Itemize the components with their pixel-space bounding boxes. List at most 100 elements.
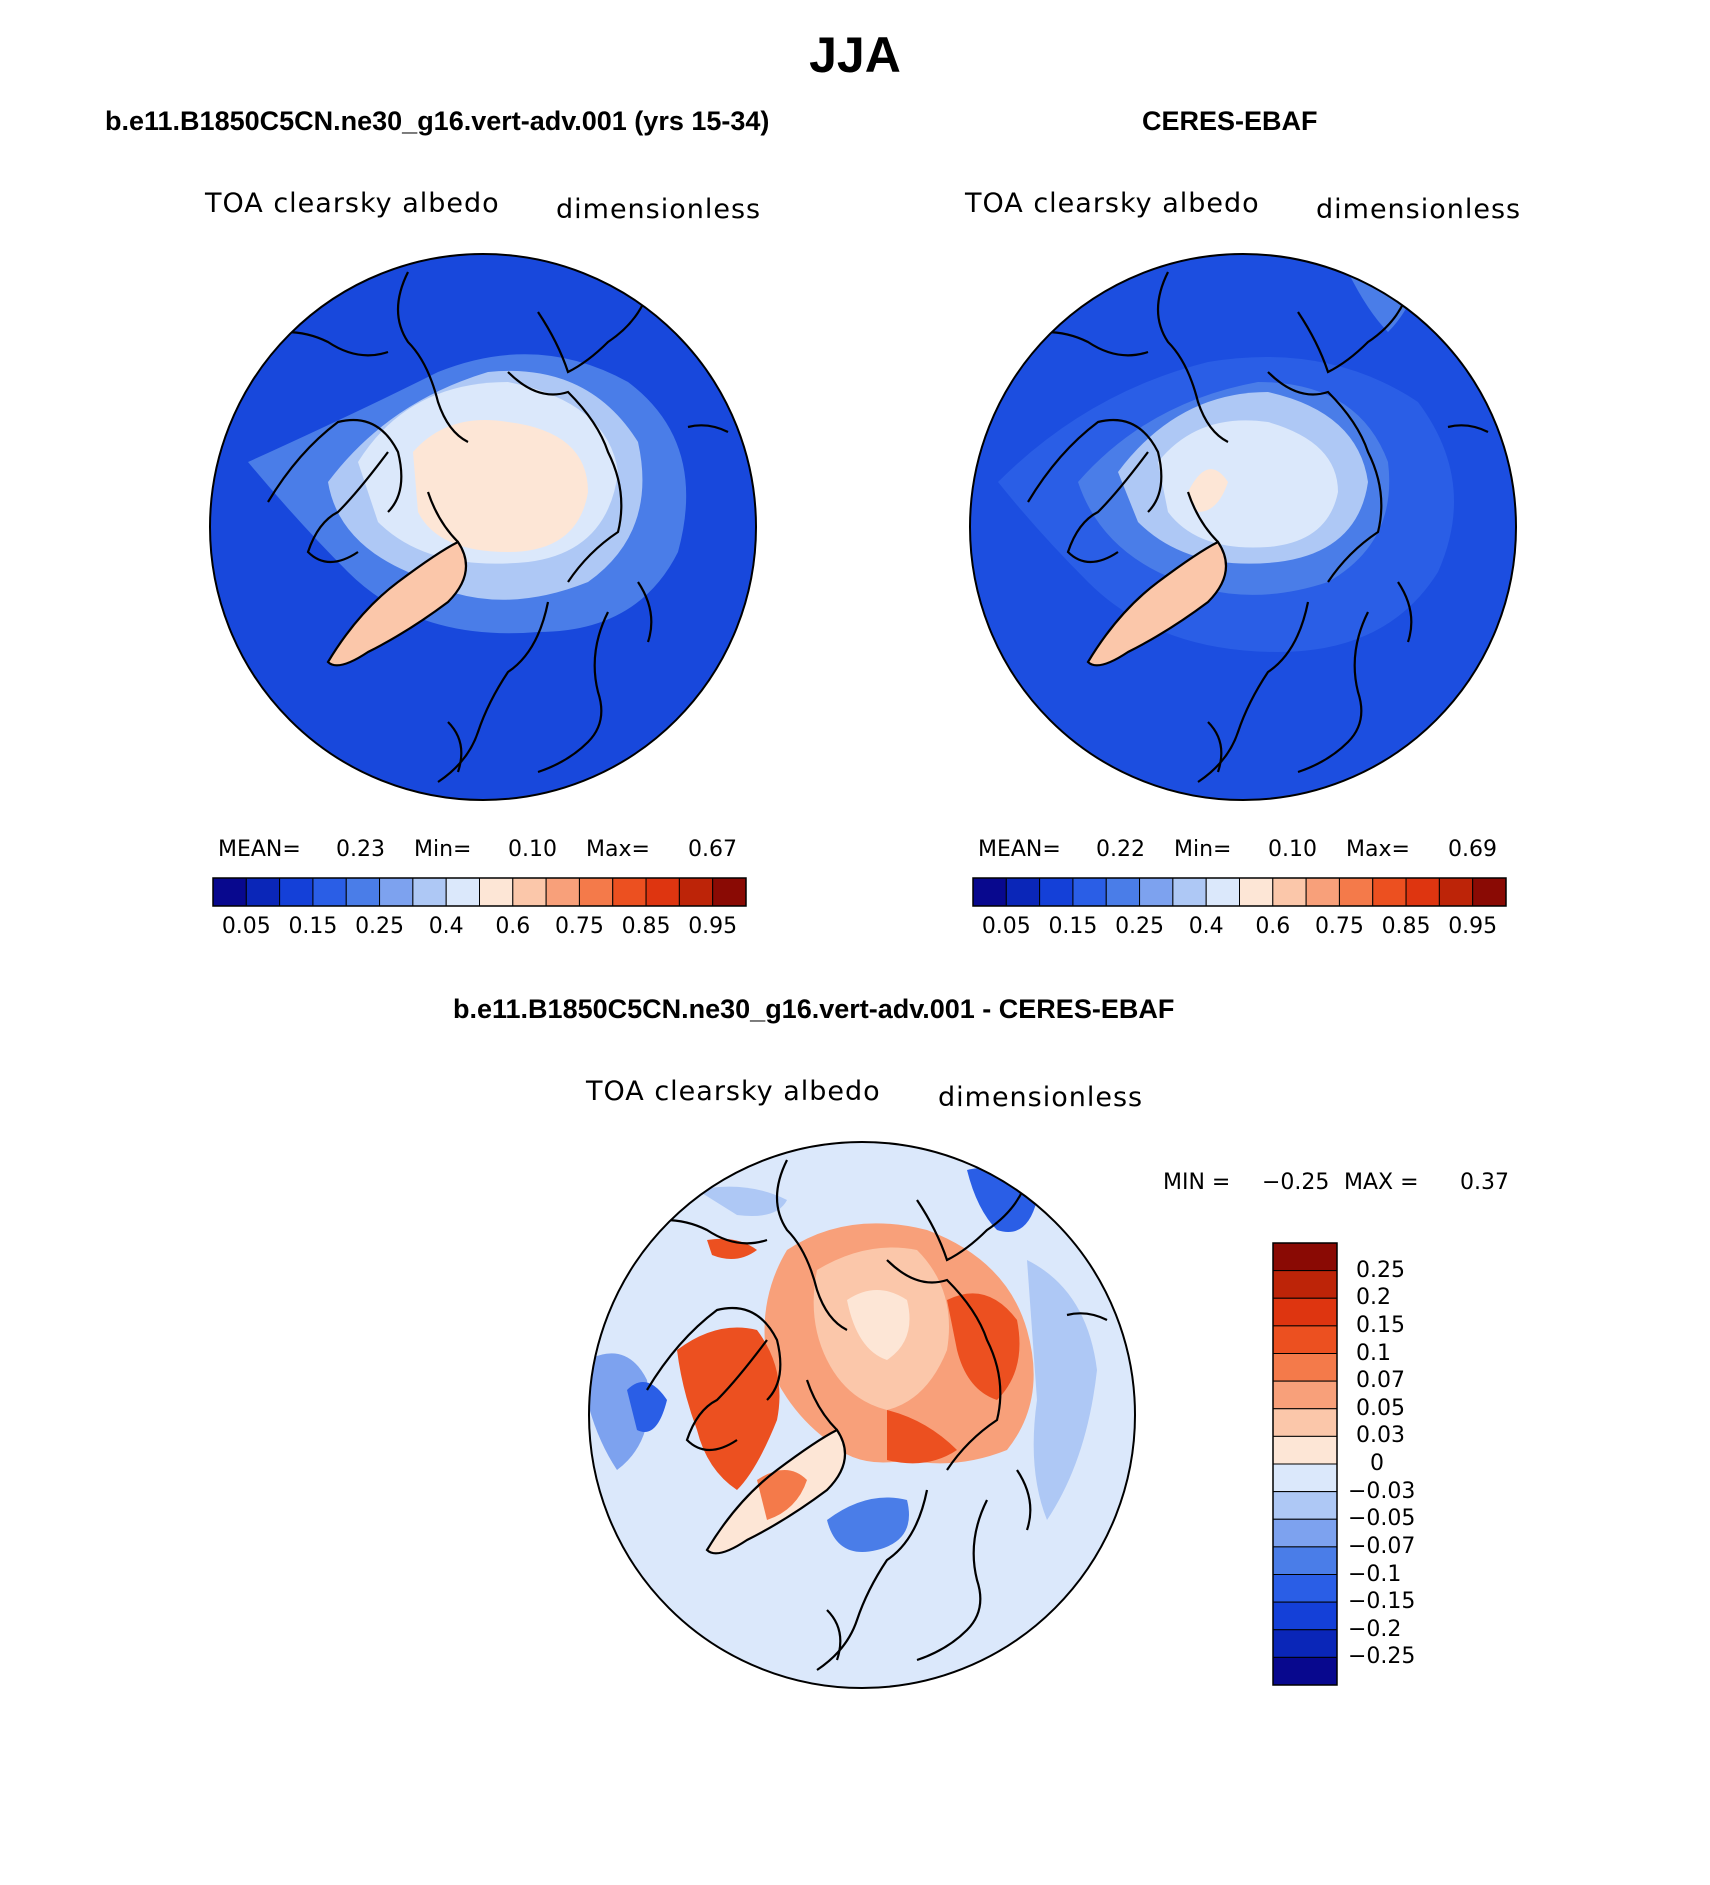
- colorbar-tick-label: 0.25: [1115, 914, 1165, 939]
- panel-2-units: dimensionless: [1316, 194, 1522, 225]
- colorbar-tick-label: 0.6: [495, 914, 531, 939]
- panel-1-units: dimensionless: [556, 194, 762, 225]
- diff-colorbar-swatch: [1272, 1546, 1338, 1575]
- colorbar-swatch: [1405, 877, 1440, 907]
- diff-colorbar-tick-label: −0.1: [1348, 1561, 1402, 1587]
- panel-1-variable: TOA clearsky albedo: [205, 188, 500, 219]
- colorbar-swatch: [212, 877, 247, 907]
- colorbar-swatch: [279, 877, 314, 907]
- diff-max-label: MAX =: [1344, 1170, 1419, 1195]
- diff-colorbar-swatch: [1272, 1435, 1338, 1465]
- colorbar-tick-label: 0.95: [1448, 914, 1498, 939]
- colorbar-swatch: [972, 877, 1007, 907]
- colorbar-swatch: [545, 877, 580, 907]
- colorbar-swatch: [345, 877, 381, 907]
- diff-colorbar-swatch: [1272, 1380, 1338, 1410]
- colorbar-swatch: [1072, 877, 1107, 907]
- diff-colorbar-tick-label: −0.05: [1348, 1506, 1416, 1532]
- colorbar-swatch: [645, 877, 680, 907]
- diff-colorbar-swatch: [1272, 1463, 1338, 1493]
- diff-colorbar-tick-label: 0.05: [1356, 1395, 1405, 1421]
- diff-colorbar-tick-label: −0.2: [1348, 1616, 1402, 1642]
- panel-1-colorbar: [212, 877, 747, 907]
- panel-2-mean-label: MEAN=: [978, 837, 1061, 862]
- diff-colorbar-swatch: [1272, 1242, 1338, 1272]
- panel-1-polar-map: [209, 253, 757, 801]
- colorbar-swatch: [1205, 877, 1240, 907]
- diff-colorbar-labels: 0.25 0.2 0.15 0.1 0.07 0.05 0.03 0 −0.03 −0.05 −0.…: [1348, 1243, 1468, 1703]
- diff-colorbar-swatch: [1272, 1629, 1338, 1658]
- diff-colorbar-swatch: [1272, 1656, 1338, 1686]
- panel-1-min-label: Min=: [414, 837, 472, 862]
- diff-colorbar-swatch: [1272, 1408, 1338, 1437]
- diff-colorbar-swatch: [1272, 1601, 1338, 1631]
- diff-colorbar-swatch: [1272, 1325, 1338, 1354]
- diff-colorbar-tick-label: −0.07: [1348, 1533, 1416, 1559]
- diff-colorbar-tick-label: −0.25: [1348, 1644, 1416, 1670]
- diff-colorbar-tick-label: 0.03: [1356, 1423, 1405, 1449]
- diff-panel-variable: TOA clearsky albedo: [586, 1076, 881, 1107]
- colorbar-swatch: [1438, 877, 1474, 907]
- colorbar-swatch: [1272, 877, 1307, 907]
- colorbar-swatch: [712, 877, 747, 907]
- colorbar-swatch: [578, 877, 614, 907]
- colorbar-tick-label: 0.15: [288, 914, 338, 939]
- panel-1-mean-value: 0.23: [336, 837, 385, 862]
- diff-panel-units: dimensionless: [938, 1082, 1144, 1113]
- colorbar-swatch: [1105, 877, 1141, 907]
- colorbar-swatch: [245, 877, 281, 907]
- diff-panel-polar-map: [588, 1141, 1136, 1689]
- colorbar-swatch: [1239, 877, 1274, 907]
- colorbar-swatch: [512, 877, 547, 907]
- panel-2-mean-value: 0.22: [1096, 837, 1145, 862]
- diff-panel-title: b.e11.B1850C5CN.ne30_g16.vert-adv.001 - …: [453, 994, 1175, 1024]
- panel-1-colorbar-labels: 0.05 0.15 0.25 0.4 0.6 0.75 0.85 0.95: [0, 914, 1710, 944]
- diff-colorbar-swatch: [1272, 1270, 1338, 1299]
- colorbar-tick-label: 0.85: [621, 914, 671, 939]
- diff-colorbar-tick-label: 0.1: [1356, 1340, 1391, 1366]
- diff-colorbar-tick-label: −0.15: [1348, 1589, 1416, 1615]
- diff-max-value: 0.37: [1460, 1170, 1509, 1195]
- colorbar-swatch: [1172, 877, 1207, 907]
- diff-colorbar-tick-label: −0.03: [1348, 1478, 1416, 1504]
- colorbar-tick-label: 0.15: [1048, 914, 1098, 939]
- colorbar-tick-label: 0.25: [355, 914, 405, 939]
- panel-2-colorbar-labels: 0.05 0.15 0.25 0.4 0.6 0.75 0.85 0.95: [0, 914, 1710, 944]
- colorbar-swatch: [412, 877, 447, 907]
- panel-2-max-label: Max=: [1346, 837, 1410, 862]
- panel-1-max-value: 0.67: [688, 837, 737, 862]
- panel-2-colorbar: [972, 877, 1507, 907]
- diff-colorbar-swatch: [1272, 1297, 1338, 1327]
- diff-colorbar: [1272, 1242, 1338, 1686]
- colorbar-tick-label: 0.4: [428, 914, 464, 939]
- diff-colorbar-tick-label: 0.25: [1356, 1257, 1405, 1283]
- colorbar-swatch: [1305, 877, 1340, 907]
- panel-2-min-label: Min=: [1174, 837, 1232, 862]
- colorbar-swatch: [1039, 877, 1074, 907]
- colorbar-swatch: [1338, 877, 1374, 907]
- diff-colorbar-swatch: [1272, 1518, 1338, 1548]
- diff-min-label: MIN =: [1163, 1170, 1231, 1195]
- colorbar-tick-label: 0.75: [1314, 914, 1364, 939]
- diff-colorbar-frame: [1272, 1242, 1338, 1686]
- panel-2-polar-map: [969, 253, 1517, 801]
- panel-1-min-value: 0.10: [508, 837, 557, 862]
- colorbar-tick-label: 0.95: [688, 914, 738, 939]
- diff-min-value: −0.25: [1262, 1170, 1330, 1195]
- main-title: JJA: [809, 27, 901, 83]
- diff-colorbar-swatch: [1272, 1491, 1338, 1520]
- panel-2-max-value: 0.69: [1448, 837, 1497, 862]
- diff-colorbar-tick-label: 0.15: [1356, 1312, 1405, 1338]
- diff-colorbar-tick-label: 0.07: [1356, 1368, 1405, 1394]
- colorbar-swatch: [312, 877, 347, 907]
- diff-colorbar-swatch: [1272, 1353, 1338, 1382]
- colorbar-tick-label: 0.05: [981, 914, 1031, 939]
- colorbar-tick-label: 0.6: [1255, 914, 1291, 939]
- panel-1-max-label: Max=: [586, 837, 650, 862]
- colorbar-tick-label: 0.75: [554, 914, 604, 939]
- panel-1-mean-label: MEAN=: [218, 837, 301, 862]
- colorbar-swatch: [1372, 877, 1407, 907]
- colorbar-frame: [212, 877, 747, 907]
- diff-colorbar-tick-label: 0: [1370, 1451, 1384, 1476]
- colorbar-tick-label: 0.85: [1381, 914, 1431, 939]
